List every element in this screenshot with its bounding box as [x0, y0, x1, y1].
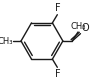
- Text: O: O: [81, 23, 89, 33]
- Text: F: F: [55, 3, 60, 13]
- Text: CH₃: CH₃: [0, 36, 13, 46]
- Text: F: F: [55, 69, 60, 79]
- Text: CH₃: CH₃: [70, 21, 86, 31]
